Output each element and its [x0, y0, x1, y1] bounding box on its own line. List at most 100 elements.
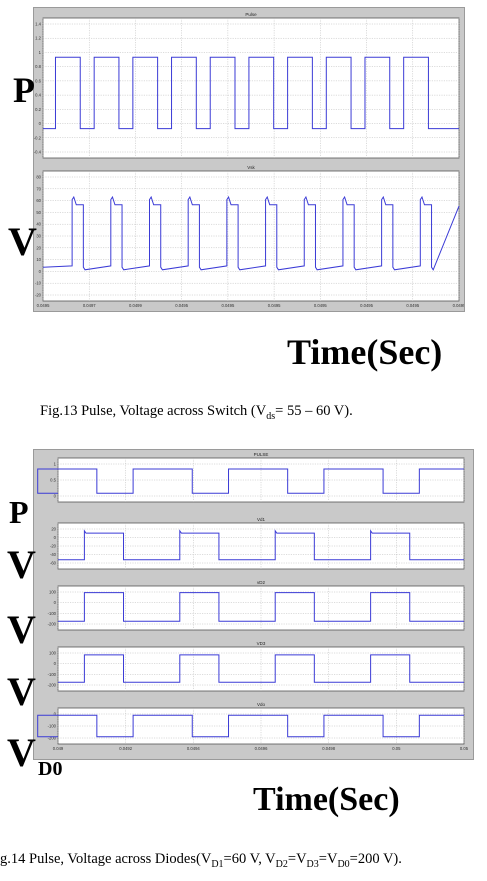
fig14-ytick-1-4: -60: [50, 561, 57, 566]
fig14-ytick-1-1: 0: [54, 535, 57, 540]
fig14-ytick-4-2: -200: [48, 736, 57, 741]
fig14-plot-4: Vdo 0 -100 -200 0.049 0.0492 0.0494 0.0496 0.049…: [37, 702, 469, 751]
fig14-plot-2: vD2 100 0 -100 -200: [48, 580, 465, 631]
fig13-xtick-1: 0.0497: [83, 303, 96, 308]
fig14-ytick-2-3: -200: [48, 622, 57, 627]
fig13-ytick-0-5: 0.4: [35, 93, 41, 98]
fig13-ytick-0-1: 1.2: [35, 36, 41, 41]
fig13-ytick-1-8: 0: [39, 269, 42, 274]
fig14-ytick-1-0: 20: [51, 527, 56, 532]
fig14-trace-0: [37, 468, 464, 494]
fig13-scope-panel: Pulse 1.4 1.2 1 0.8 0.6 0.4 0.2 0 -0.2 -0.4 Vsk 80 70…: [33, 7, 465, 312]
fig13-plot-title-0: Pulse: [245, 12, 257, 17]
fig14-ytick-4-1: -100: [48, 724, 57, 729]
fig13-plot-0: Pulse 1.4 1.2 1 0.8 0.6 0.4 0.2 0 -0.2 -0.4: [34, 12, 460, 159]
fig14-trace-1: [58, 529, 464, 561]
fig14-scope-plots: PULSE 1 0.5 0 Vd1 20 0 -20 -40 -60 vD2 100 0 -100 -200…: [37, 452, 469, 751]
fig13-ytick-1-1: 70: [36, 186, 41, 191]
fig14-ytick-0-1: 0.5: [50, 478, 56, 483]
fig14-plot-title-1: Vd1: [257, 517, 266, 522]
fig13-xtick-5: 0.0495: [268, 303, 281, 308]
fig14-trace-3: [58, 654, 464, 683]
fig13-caption-suffix: = 55 – 60 V).: [275, 403, 353, 419]
fig13-ytick-1-4: 40: [36, 222, 41, 227]
fig14-ytick-3-2: -100: [48, 672, 57, 677]
fig14-xtick-2: 0.0494: [187, 746, 200, 751]
fig14-caption: g.14 Pulse, Voltage across Diodes(VD1=60…: [0, 852, 402, 870]
fig13-ytick-1-3: 50: [36, 210, 41, 215]
fig14-scope-panel: PULSE 1 0.5 0 Vd1 20 0 -20 -40 -60 vD2 100 0 -100 -200…: [33, 449, 474, 760]
fig14-xtick-1: 0.0492: [119, 746, 132, 751]
fig14-ytick-0-0: 1: [54, 462, 57, 467]
fig14-plot-0: PULSE 1 0.5 0: [37, 452, 465, 503]
fig13-xtick-6: 0.0495: [314, 303, 327, 308]
fig14-vd3-side-label: V: [7, 669, 36, 714]
fig13-xtick-9: 0.0495: [453, 303, 464, 308]
fig13-plot-1: Vsk 80 70 60 50 40 30 20 10 0 -10 -20 0.0495 0.0497 0.…: [35, 165, 464, 308]
fig14-caption-p3: =V: [287, 851, 307, 867]
fig14-vd0-side-label: V: [7, 730, 36, 775]
fig13-caption: Fig.13 Pulse, Voltage across Switch (Vds…: [40, 404, 353, 422]
fig14-vd0-side-subscript: D0: [38, 758, 63, 780]
fig13-caption-prefix: Fig.13 Pulse, Voltage across Switch (V: [40, 403, 267, 419]
fig14-caption-s3: D3: [306, 858, 319, 870]
fig14-ytick-0-2: 0: [54, 494, 57, 499]
fig13-ytick-1-2: 60: [36, 198, 41, 203]
fig13-ytick-0-8: -0.2: [34, 135, 42, 140]
fig14-caption-p2: =60 V, V: [223, 851, 276, 867]
fig14-plot-title-4: Vdo: [257, 702, 266, 707]
fig14-plot-title-3: VD3: [257, 641, 266, 646]
fig13-ytick-1-10: -20: [35, 293, 42, 298]
fig14-pulse-side-label: P: [9, 494, 29, 530]
fig14-xtick-3: 0.0496: [255, 746, 268, 751]
fig14-caption-p4: =V: [318, 851, 338, 867]
fig14-caption-s2: D2: [275, 858, 288, 870]
fig13-ytick-1-5: 30: [36, 234, 41, 239]
fig14-xtick-5: 0.05: [392, 746, 401, 751]
fig13-ytick-0-6: 0.2: [35, 107, 41, 112]
fig13-ytick-0-2: 1: [39, 50, 42, 55]
fig13-ytick-0-0: 1.4: [35, 22, 41, 27]
fig14-ytick-3-0: 100: [49, 651, 57, 656]
fig14-plot-title-2: vD2: [257, 580, 265, 585]
fig13-xtick-8: 0.0495: [406, 303, 419, 308]
fig13-plot-title-1: Vsk: [247, 165, 255, 170]
fig13-pulse-side-label: P: [13, 70, 35, 110]
fig13-vds-trace: [42, 195, 460, 271]
fig14-ytick-2-1: 0: [54, 600, 57, 605]
fig14-ytick-4-0: 0: [54, 712, 57, 717]
fig14-xtick-4: 0.0498: [322, 746, 335, 751]
fig14-time-label: Time(Sec): [253, 781, 400, 818]
fig13-scope-plots: Pulse 1.4 1.2 1 0.8 0.6 0.4 0.2 0 -0.2 -0.4 Vsk 80 70…: [34, 12, 464, 308]
fig14-ytick-1-2: -20: [50, 544, 57, 549]
fig14-plot-1: Vd1 20 0 -20 -40 -60: [50, 517, 465, 570]
fig13-ytick-0-3: 0.8: [35, 64, 41, 69]
fig13-xtick-4: 0.0495: [221, 303, 234, 308]
fig13-xtick-0: 0.0495: [37, 303, 50, 308]
fig13-xtick-7: 0.0495: [360, 303, 373, 308]
fig13-xtick-2: 0.0499: [129, 303, 142, 308]
fig14-plot-3: VD3 100 0 -100 -200: [48, 641, 465, 692]
fig14-trace-4: [37, 714, 464, 738]
fig14-caption-s1: D1: [211, 858, 224, 870]
fig13-ytick-1-7: 10: [36, 257, 41, 262]
fig14-xtick-6: 0.05: [460, 746, 469, 751]
fig14-vd2-side-label: V: [7, 607, 36, 652]
fig13-ytick-0-9: -0.4: [34, 150, 42, 155]
fig14-ytick-2-0: 100: [49, 590, 57, 595]
fig14-vd1-side-label: V: [7, 542, 36, 587]
fig13-ytick-0-7: 0: [39, 121, 42, 126]
fig14-ytick-1-3: -40: [50, 552, 57, 557]
fig13-pulse-trace: [43, 56, 459, 130]
fig13-xtick-3: 0.0495: [175, 303, 188, 308]
fig13-caption-sub: ds: [266, 410, 276, 422]
fig14-trace-2: [58, 592, 464, 622]
fig14-plot-title-0: PULSE: [254, 452, 269, 457]
fig14-ytick-3-3: -200: [48, 683, 57, 688]
fig13-ytick-1-6: 20: [36, 245, 41, 250]
fig14-caption-p5: =200 V).: [349, 851, 402, 867]
fig14-xtick-0: 0.049: [53, 746, 64, 751]
fig14-ytick-3-1: 0: [54, 661, 57, 666]
fig13-ytick-0-4: 0.6: [35, 78, 41, 83]
fig14-caption-p1: g.14 Pulse, Voltage across Diodes(V: [0, 851, 212, 867]
